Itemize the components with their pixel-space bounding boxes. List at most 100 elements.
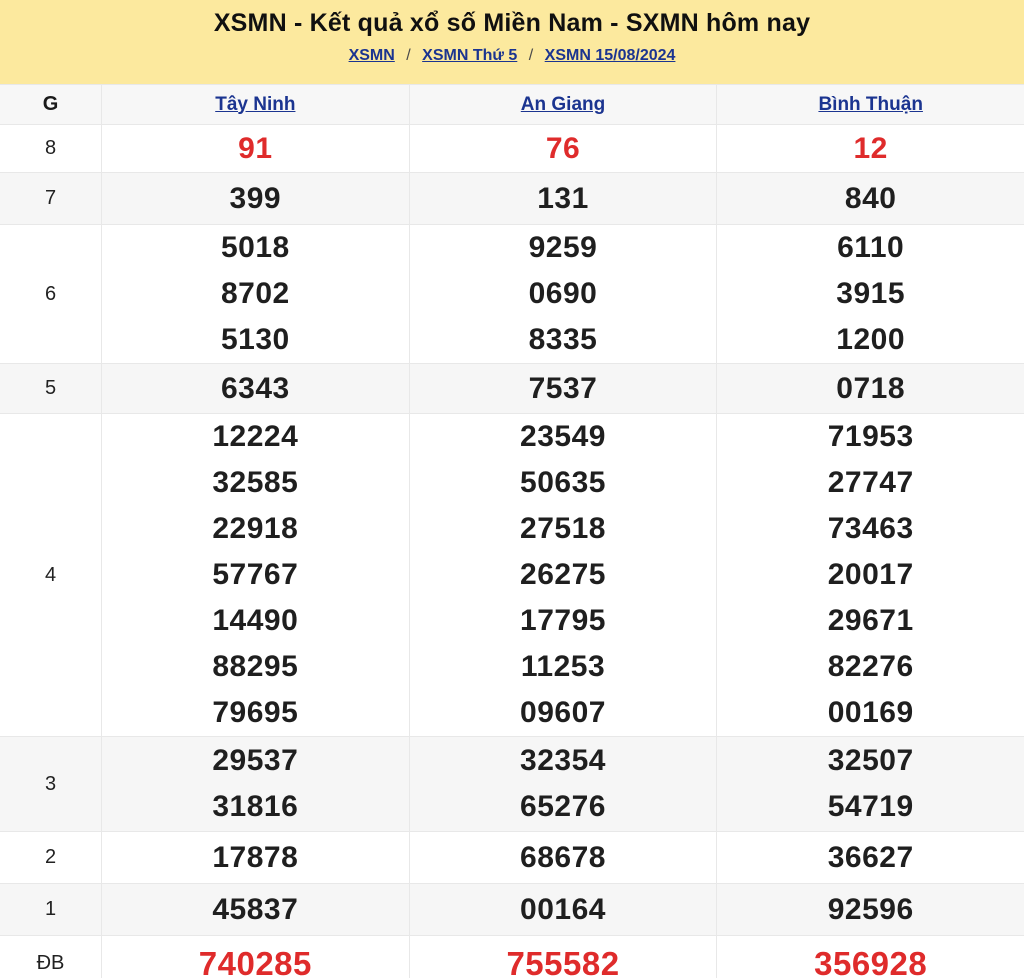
column-header: Tây Ninh	[102, 85, 410, 124]
result-number: 88295	[212, 650, 299, 683]
result-cell: 76	[410, 125, 718, 172]
result-cell: 71953 27747 73463 20017 29671 82276 00169	[717, 414, 1024, 736]
result-number: 17878	[212, 840, 299, 874]
result-cell: 9259 0690 8335	[410, 225, 718, 363]
result-number: 20017	[827, 558, 914, 591]
prize-label: 4	[0, 414, 102, 736]
result-cell: 68678	[410, 832, 718, 883]
result-number: 12224	[212, 420, 299, 453]
result-cell: 91	[102, 125, 410, 172]
result-number: 3915	[836, 277, 906, 310]
result-number: 1200	[836, 323, 906, 356]
result-number: 9259	[528, 231, 598, 264]
breadcrumb-link-xsmn[interactable]: XSMN	[348, 47, 395, 64]
prize-label: 8	[0, 125, 102, 172]
result-cell: 5018 8702 5130	[102, 225, 410, 363]
result-number: 12	[853, 131, 888, 165]
result-cell: 399	[102, 173, 410, 224]
result-number: 32585	[212, 466, 299, 499]
result-number: 8335	[528, 323, 598, 356]
result-cell: 6343	[102, 364, 410, 413]
result-cell: 45837	[102, 884, 410, 935]
result-number: 76	[545, 131, 581, 165]
table-body: 8 91 76 12 7 399 131 840 6 5018 8702 5130 9259 0690 83…	[0, 125, 1024, 978]
breadcrumb: XSMN / XSMN Thứ 5 / XSMN 15/08/2024	[0, 47, 1024, 65]
result-number: 54719	[827, 790, 914, 823]
result-cell: 32507 54719	[717, 737, 1024, 831]
result-cell: 92596	[717, 884, 1024, 935]
result-number: 31816	[212, 790, 299, 823]
table-row: 1 45837 00164 92596	[0, 884, 1024, 936]
result-number: 00169	[827, 696, 914, 729]
table-row: 2 17878 68678 36627	[0, 832, 1024, 884]
result-number: 57767	[212, 558, 299, 591]
result-number: 32507	[827, 744, 914, 777]
result-cell: 840	[717, 173, 1024, 224]
table-row: 3 29537 31816 32354 65276 32507 54719	[0, 737, 1024, 832]
result-number: 36627	[827, 840, 914, 874]
province-link-1[interactable]: An Giang	[520, 93, 606, 115]
prize-column-header: G	[0, 85, 102, 124]
result-number: 5130	[220, 323, 290, 356]
table-row: 6 5018 8702 5130 9259 0690 8335 6110 3915 1200	[0, 225, 1024, 364]
table-row: 8 91 76 12	[0, 125, 1024, 173]
column-header: An Giang	[410, 85, 718, 124]
prize-label: 5	[0, 364, 102, 413]
table-row: 5 6343 7537 0718	[0, 364, 1024, 414]
result-cell: 29537 31816	[102, 737, 410, 831]
result-number: 755582	[506, 944, 620, 978]
result-cell: 36627	[717, 832, 1024, 883]
table-row: 7 399 131 840	[0, 173, 1024, 225]
result-number: 14490	[212, 604, 299, 637]
result-number: 45837	[212, 892, 299, 926]
results-table: G Tây Ninh An Giang Bình Thuận 8 91 76 12 7 399…	[0, 84, 1024, 978]
result-number: 09607	[520, 696, 606, 729]
result-number: 22918	[212, 512, 299, 545]
result-number: 131	[537, 181, 589, 215]
column-header: Bình Thuận	[717, 85, 1024, 124]
result-number: 68678	[520, 840, 606, 874]
result-number: 27747	[827, 466, 914, 499]
result-number: 356928	[814, 944, 928, 978]
result-number: 50635	[520, 466, 606, 499]
result-number: 29671	[827, 604, 914, 637]
result-number: 26275	[520, 558, 606, 591]
result-number: 82276	[827, 650, 914, 683]
result-cell: 356928	[717, 936, 1024, 978]
province-link-2[interactable]: Bình Thuận	[818, 93, 923, 115]
result-number: 27518	[520, 512, 606, 545]
result-number: 73463	[827, 512, 914, 545]
result-number: 17795	[520, 604, 606, 637]
result-number: 7537	[528, 371, 598, 405]
result-number: 65276	[520, 790, 606, 823]
result-cell: 7537	[410, 364, 718, 413]
result-number: 32354	[520, 744, 606, 777]
prize-label: 7	[0, 173, 102, 224]
table-header-row: G Tây Ninh An Giang Bình Thuận	[0, 84, 1024, 125]
result-number: 0690	[528, 277, 598, 310]
result-number: 79695	[212, 696, 299, 729]
result-cell: 0718	[717, 364, 1024, 413]
province-link-0[interactable]: Tây Ninh	[215, 93, 296, 115]
breadcrumb-link-xsmn-thu-5[interactable]: XSMN Thứ 5	[422, 47, 518, 64]
result-number: 29537	[212, 744, 299, 777]
result-number: 6343	[220, 371, 290, 405]
result-number: 0718	[836, 371, 906, 405]
result-cell: 6110 3915 1200	[717, 225, 1024, 363]
breadcrumb-separator: /	[528, 47, 534, 64]
table-row: ĐB 740285 755582 356928	[0, 936, 1024, 978]
result-cell: 32354 65276	[410, 737, 718, 831]
result-number: 71953	[827, 420, 914, 453]
result-cell: 755582	[410, 936, 718, 978]
result-cell: 17878	[102, 832, 410, 883]
prize-label: 2	[0, 832, 102, 883]
result-cell: 00164	[410, 884, 718, 935]
breadcrumb-link-xsmn-date[interactable]: XSMN 15/08/2024	[544, 47, 676, 64]
prize-label: 6	[0, 225, 102, 363]
result-number: 399	[229, 181, 282, 215]
result-number: 23549	[520, 420, 606, 453]
result-cell: 740285	[102, 936, 410, 978]
result-number: 11253	[520, 650, 606, 683]
result-cell: 12	[717, 125, 1024, 172]
result-number: 840	[844, 181, 897, 215]
